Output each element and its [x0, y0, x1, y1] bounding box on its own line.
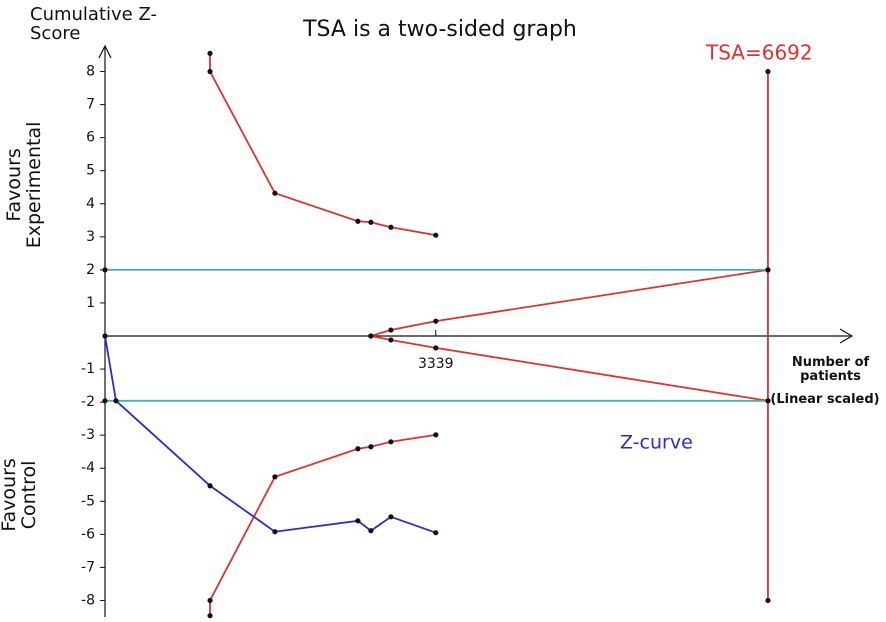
point — [388, 327, 394, 333]
y-tick-label: -6 — [81, 526, 95, 542]
point — [388, 439, 394, 445]
favours-experimental-label: Favours Experimental — [3, 121, 45, 249]
y-tick-label: -1 — [81, 361, 95, 377]
point — [368, 528, 374, 534]
y-tick-label: 7 — [86, 97, 95, 113]
point — [272, 190, 278, 196]
x-axis-label: Number of patients — [791, 355, 870, 384]
point — [368, 219, 374, 225]
series-line — [209, 53, 436, 237]
y-tick-label: 5 — [86, 163, 95, 179]
chart-title: TSA is a two-sided graph — [302, 17, 577, 42]
y-tick-label: -7 — [81, 559, 95, 575]
point — [388, 514, 394, 520]
point — [765, 267, 771, 273]
x-tick-label: 3339 — [418, 356, 454, 372]
point — [102, 398, 108, 404]
point — [102, 333, 108, 339]
y-axis-arrow — [98, 44, 112, 59]
point — [102, 267, 108, 273]
favours-control-label: Favours Control — [0, 458, 40, 532]
y-tick-label: 2 — [86, 262, 95, 278]
y-tick-label: -3 — [81, 427, 95, 443]
point — [207, 50, 213, 56]
series-line — [370, 268, 769, 337]
point — [355, 518, 361, 524]
y-axis-label: Cumulative Z-Score — [30, 4, 157, 44]
y-tick-label: 6 — [86, 130, 95, 146]
y-tick-label: -4 — [81, 460, 95, 476]
series-line — [104, 335, 437, 534]
x-axis-note: (Linear scaled) — [770, 392, 880, 407]
tsa-label: TSA=6692 — [705, 41, 813, 65]
point — [433, 318, 439, 324]
point — [765, 68, 771, 75]
x-axis-arrow — [839, 328, 854, 344]
point — [207, 483, 213, 489]
y-tick-label: 3 — [86, 229, 95, 245]
point — [433, 530, 439, 536]
y-tick-label: 8 — [86, 64, 95, 80]
point — [207, 597, 213, 604]
point — [207, 68, 213, 75]
y-tick-label: -8 — [81, 592, 95, 608]
point — [433, 232, 439, 238]
point — [207, 613, 213, 619]
point — [765, 597, 771, 604]
point — [272, 529, 278, 535]
y-tick-label: -5 — [81, 493, 95, 509]
point — [433, 345, 439, 351]
y-tick-label: 1 — [86, 295, 95, 311]
point — [388, 224, 394, 230]
point — [113, 398, 119, 404]
point — [355, 446, 361, 452]
point — [388, 337, 394, 343]
point — [765, 398, 771, 404]
point — [368, 444, 374, 450]
series-line — [370, 335, 769, 402]
y-tick-label: -2 — [81, 394, 95, 410]
point — [433, 432, 439, 438]
point — [355, 218, 361, 224]
series-label: Z-curve — [620, 432, 693, 454]
point — [272, 474, 278, 480]
point — [368, 333, 374, 339]
y-tick-label: 4 — [86, 196, 95, 212]
